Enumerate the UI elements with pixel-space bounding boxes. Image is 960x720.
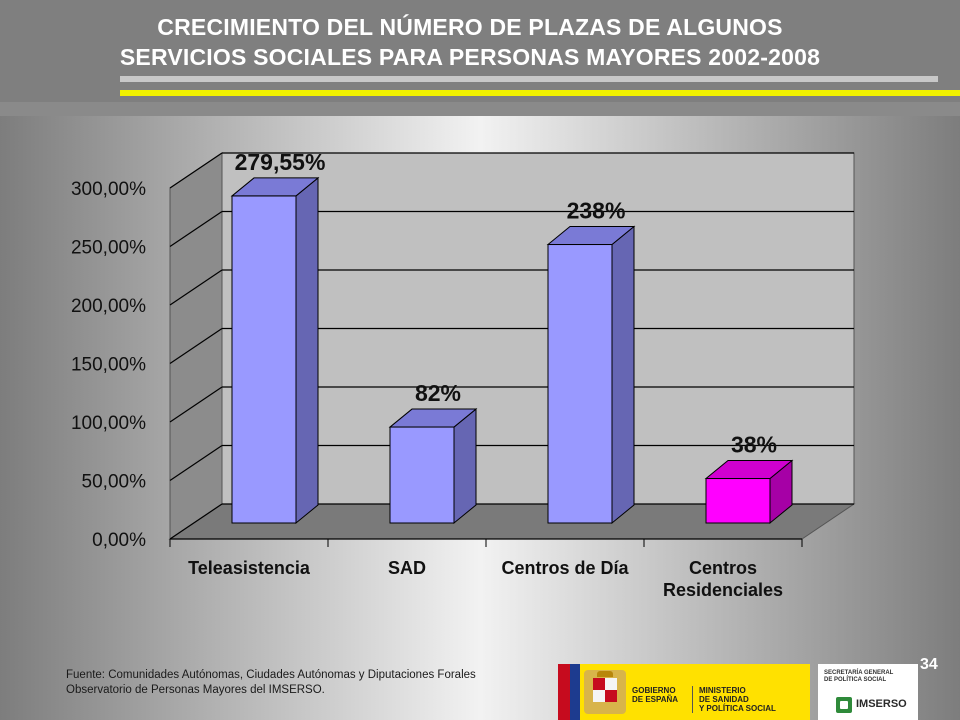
data-label: 238% [567,198,626,224]
y-tick-label: 250,00% [71,238,146,259]
gridline-side [169,328,223,364]
gobierno-line-2: DE ESPAÑA [632,695,679,704]
gridline-side [169,269,223,306]
y-tick-label: 150,00% [71,355,146,376]
bar-front [231,195,297,524]
gridline-side [169,503,223,540]
gobierno-line-1: GOBIERNO [632,686,676,695]
imserso-logo-box [818,664,918,720]
gridline-side [169,152,223,189]
x-axis-category-labels: Teleasistencia SAD Centros de Día CentrosRe… [188,558,783,600]
imserso-logo-icon [836,697,852,713]
y-tick-label: 200,00% [71,296,146,317]
title-underline-yellow [120,90,960,96]
bar-front [389,426,455,524]
data-label: 82% [415,380,461,406]
bar-2 [388,408,478,525]
data-label: 279,55% [235,149,326,175]
y-tick-label: 100,00% [71,413,146,434]
y-tick-label: 300,00% [71,179,146,200]
ministerio-logo-text: MINISTERIO DE SANIDAD Y POLÍTICA SOCIAL [692,686,776,713]
slide-title-line-2: SERVICIOS SOCIALES PARA PERSONAS MAYORES… [119,44,821,70]
secretaria-logo-text: SECRETARÍA GENERAL DE POLÍTICA SOCIAL [824,670,893,684]
secretaria-line-1: SECRETARÍA GENERAL [824,670,894,676]
flag-stripe-blue [570,664,580,720]
header-band [0,102,960,116]
coat-of-arms-icon [584,670,626,714]
bar-top [704,460,794,480]
slide-title-line-1: CRECIMIENTO DEL NÚMERO DE PLAZAS DE ALGU… [157,14,783,40]
ministerio-line-3: Y POLÍTICA SOCIAL [699,704,776,713]
bar-4 [704,459,794,525]
ministerio-line-1: MINISTERIO [699,686,746,695]
secretaria-line-2: DE POLÍTICA SOCIAL [824,677,887,683]
bar-1 [230,176,320,525]
gridline-side [169,211,223,247]
slide-title: CRECIMIENTO DEL NÚMERO DE PLAZAS DE ALGU… [0,12,940,72]
bar-side [453,408,477,525]
y-tick-label: 50,00% [82,472,147,493]
gobierno-logo-text: GOBIERNO DE ESPAÑA [632,686,678,704]
bar-chart: 0,00% 50,00% 100,00% 150,00% 200,00% 250,00% 3… [71,149,856,600]
x-category-label: Centros [689,558,757,578]
bar-front [547,244,613,524]
bar-top [546,226,636,246]
bar-3 [546,225,636,525]
x-category-label: Teleasistencia [188,558,311,578]
x-category-label: Centros de Día [501,558,629,578]
gridline-side [169,445,223,481]
y-axis-tick-labels: 0,00% 50,00% 100,00% 150,00% 200,00% 250,00% 3… [71,179,146,551]
x-category-label: SAD [388,558,426,578]
y-tick-label: 0,00% [92,530,146,551]
flag-stripe-red [558,664,570,720]
gridline-side [169,386,223,423]
title-underline-gray [120,76,938,82]
source-line-1: Fuente: Comunidades Autónomas, Ciudades … [66,669,476,681]
imserso-logo-text: IMSERSO [856,698,907,710]
page-number: 34 [920,656,938,673]
bar-side [295,176,319,525]
bar-top [230,177,320,197]
bar-top [388,408,478,428]
title-bar [0,0,960,102]
bar-side [611,225,635,525]
bar-front [705,478,771,524]
chart-bars [230,176,794,525]
ministerio-line-2: DE SANIDAD [699,695,749,704]
x-category-label: Residenciales [663,580,783,600]
source-line-2: Observatorio de Personas Mayores del IMS… [66,684,325,696]
source-note: Fuente: Comunidades Autónomas, Ciudades … [66,668,546,698]
data-labels: 279,55% 82% 238% 38% [235,149,777,458]
data-label: 38% [731,432,777,458]
